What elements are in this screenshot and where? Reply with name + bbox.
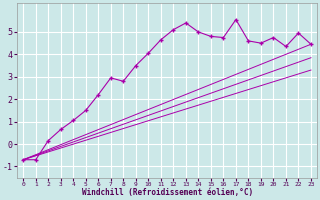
X-axis label: Windchill (Refroidissement éolien,°C): Windchill (Refroidissement éolien,°C) bbox=[82, 188, 253, 197]
